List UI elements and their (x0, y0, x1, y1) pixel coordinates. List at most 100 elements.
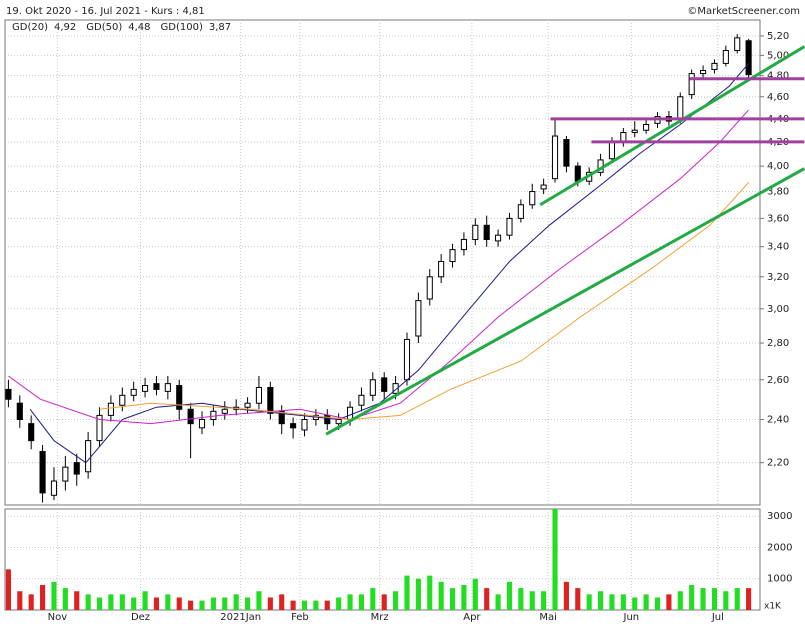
y-tick-label: 4,60 (767, 92, 789, 103)
y-tick-label: 3,20 (767, 272, 789, 283)
y-tick-label: 5,20 (767, 31, 789, 42)
volume-bar (233, 594, 239, 610)
volume-bar (290, 600, 296, 610)
volume-bar (427, 575, 433, 610)
legend-label: GD(100) (161, 22, 203, 33)
candle-body (643, 123, 650, 131)
volume-bar (74, 591, 80, 610)
volume-bar (666, 594, 672, 610)
volume-bar (279, 594, 285, 610)
volume-bar (723, 591, 729, 610)
y-tick-label: 3,40 (767, 242, 789, 253)
volume-bar (347, 594, 353, 610)
candle-body (119, 394, 126, 406)
candle-body (164, 383, 171, 392)
volume-tick-label: 3000 (767, 511, 792, 522)
volume-bar (711, 588, 718, 610)
candle-body (438, 261, 445, 278)
candle-body (381, 377, 388, 392)
candle-body (540, 184, 547, 190)
volume-bar (609, 594, 615, 610)
candle-body (426, 276, 433, 300)
candle-body (278, 410, 285, 425)
volume-bar (506, 581, 513, 610)
volume-bar (370, 588, 376, 610)
volume-bar (210, 597, 216, 610)
volume-bar (176, 597, 182, 610)
volume-bar (96, 597, 103, 610)
volume-bar (495, 594, 501, 610)
volume-bar (256, 591, 262, 610)
volume-bar (415, 578, 421, 610)
volume-tick-label: 1000 (767, 574, 792, 585)
candle-body (472, 224, 479, 240)
candle-body (198, 418, 206, 429)
volume-bar (165, 594, 171, 610)
chart-title: 19. Okt 2020 - 16. Jul 2021 - Kurs : 4,8… (6, 6, 205, 17)
candle-body (301, 418, 308, 431)
volume-bar (5, 569, 11, 610)
volume-bar (393, 591, 399, 610)
candle-body (745, 40, 752, 76)
source: ©MarketScreener.com (687, 6, 800, 17)
volume-bar (108, 594, 114, 610)
volume-bar (153, 597, 160, 610)
volume-tick-label: 2000 (767, 542, 792, 553)
y-tick-label: 2,20 (767, 458, 789, 469)
volume-bar (188, 600, 194, 610)
candle-body (267, 386, 274, 414)
x-tick-label: Mrz (371, 612, 389, 623)
x-tick-label: Dez (131, 612, 150, 623)
candle-body (517, 204, 524, 219)
volume-bar (700, 588, 706, 610)
candle-body (677, 96, 684, 120)
candle-body (107, 402, 114, 416)
legend-value: 3,87 (209, 22, 231, 33)
candle-body (210, 410, 217, 420)
x-tick-label: Feb (291, 612, 309, 623)
volume-bar (301, 600, 308, 610)
y-tick-label: 2,60 (767, 375, 789, 386)
candle-body (574, 165, 581, 182)
volume-bar (244, 597, 251, 610)
volume-bar (40, 584, 46, 610)
candle-body (688, 73, 695, 96)
trendline (325, 167, 805, 436)
candle-body (244, 402, 251, 408)
volume-bar (620, 594, 626, 610)
candle-body (221, 408, 228, 414)
volume-bar (734, 588, 740, 610)
volume-bar (267, 597, 273, 610)
legend-label: GD(20) (12, 22, 48, 33)
volume-bar (632, 597, 638, 610)
candle-body (73, 462, 80, 475)
volume-bar (529, 591, 535, 610)
candle-body (460, 238, 467, 251)
candle-body (449, 249, 456, 263)
volume-bar (677, 591, 683, 610)
candle-body (734, 37, 741, 51)
candle-body (495, 234, 502, 242)
volume-bar (119, 594, 125, 610)
legend-value: 4,92 (54, 22, 76, 33)
candle-body (551, 135, 559, 180)
volume-bar (17, 591, 23, 610)
candle-body (483, 224, 490, 240)
volume-bar (28, 594, 34, 610)
legend-value: 4,48 (128, 22, 150, 33)
volume-bar (85, 594, 91, 610)
volume-bar (461, 584, 467, 610)
volume-bar (449, 588, 456, 610)
candle-body (699, 70, 707, 75)
candle-body (290, 423, 297, 429)
y-tick-label: 3,00 (767, 304, 789, 315)
candle-body (631, 129, 638, 134)
candle-body (62, 466, 69, 482)
candle-body (358, 394, 365, 406)
x-tick-label: 2021Jan (220, 612, 261, 623)
volume-bar (563, 581, 569, 610)
candle-body (563, 139, 570, 167)
moving-average-line (99, 182, 749, 421)
moving-average-line (8, 109, 749, 425)
